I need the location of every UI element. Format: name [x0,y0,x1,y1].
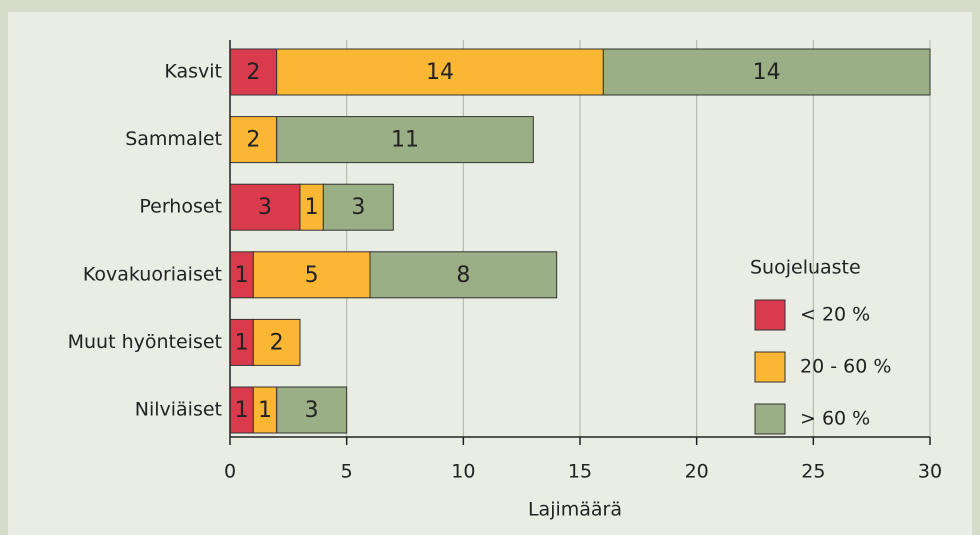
legend-swatch [754,403,786,435]
data-label: 5 [305,263,319,288]
legend-swatch [754,351,786,383]
y-tick-label: Kasvit [164,61,222,83]
data-label: 2 [246,128,260,153]
y-tick-label: Kovakuoriaiset [83,263,222,285]
data-label: 1 [235,330,249,355]
bar-segment [322,183,394,231]
data-label: 1 [235,263,249,288]
data-label: 11 [391,128,419,153]
x-tick-label: 10 [451,461,475,483]
x-tick-label: 25 [801,461,825,483]
data-label: 2 [246,60,260,85]
x-tick-label: 30 [918,461,942,483]
bar-segment [252,251,371,299]
data-label: 8 [456,263,470,288]
data-label: 14 [426,60,454,85]
bar-segment [276,116,534,164]
bar-segment [602,48,931,96]
x-tick-label: 20 [685,461,709,483]
bar-segment [369,251,558,299]
y-tick-label: Sammalet [125,128,222,150]
data-label: 1 [258,398,272,423]
data-label: 1 [305,195,319,220]
bar-segment [252,318,301,366]
legend-swatch [754,299,786,331]
bar-segment [276,386,348,434]
legend-label: < 20 % [800,304,870,326]
data-label: 1 [235,398,249,423]
data-label: 3 [351,195,365,220]
y-tick-label: Muut hyönteiset [68,331,222,353]
x-tick-label: 15 [568,461,592,483]
y-tick-label: Perhoset [139,196,222,218]
data-label: 3 [258,195,272,220]
data-label: 14 [753,60,781,85]
y-tick-label: Nilviäiset [135,399,222,421]
x-axis-label: Lajimäärä [528,499,622,521]
legend-label: > 60 % [800,408,870,430]
data-label: 3 [305,398,319,423]
x-tick-label: 5 [341,461,353,483]
data-label: 2 [270,330,284,355]
bar-segment [276,48,604,96]
bar-segment [229,48,278,96]
legend-title: Suojeluaste [750,257,861,279]
x-tick-label: 0 [224,461,236,483]
legend-label: 20 - 60 % [800,356,891,378]
